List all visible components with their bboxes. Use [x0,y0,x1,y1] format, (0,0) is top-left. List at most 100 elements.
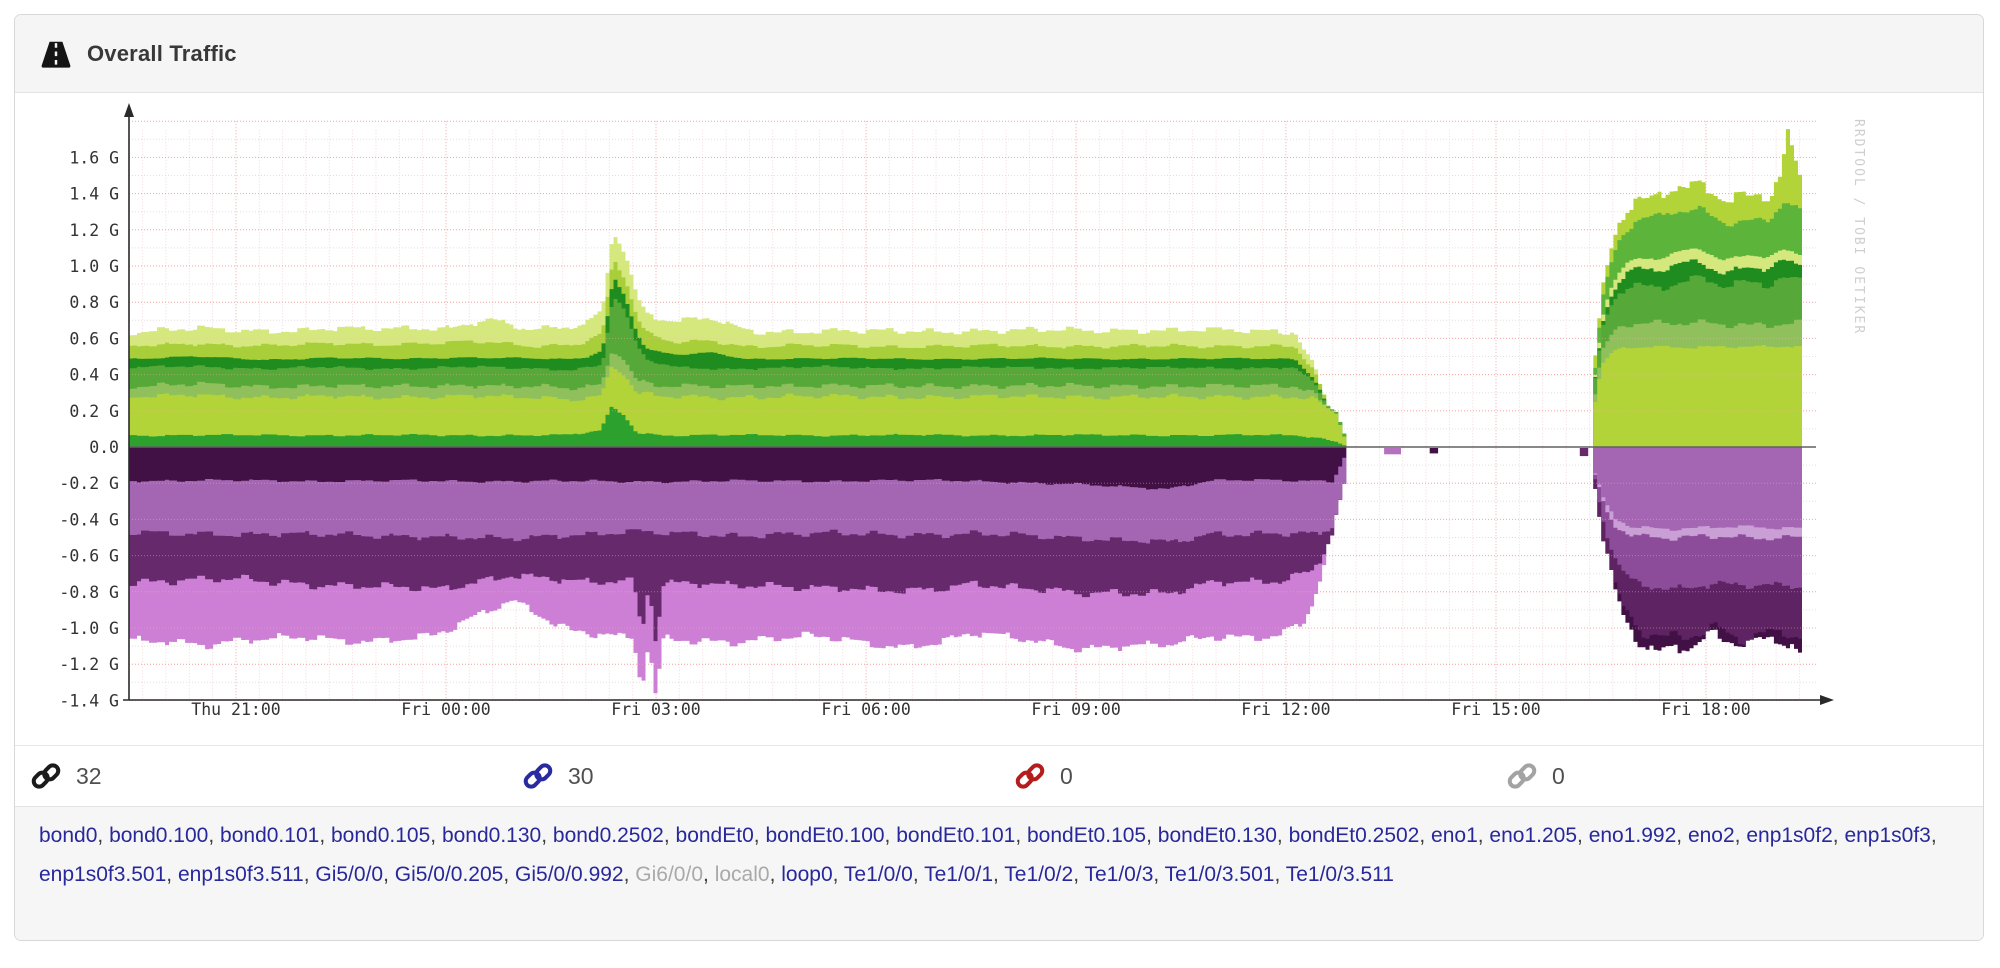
svg-text:0.8 G: 0.8 G [69,293,119,312]
rrdtool-watermark: RRDTOOL / TOBI OETIKER [1851,119,1866,335]
separator: , [1734,824,1747,847]
port-link[interactable]: Te1/0/2 [1004,863,1074,886]
ports-up-item: 30 [507,761,999,791]
chain-link-icon [1015,763,1045,789]
svg-text:-0.2 G: -0.2 G [59,474,119,493]
separator: , [1015,824,1027,847]
traffic-graph[interactable]: 1.6 G 1.4 G 1.2 G 1.0 G 0.8 G 0.6 G 0.4 G 0.2 G… [15,93,1983,745]
port-link[interactable]: loop0 [781,863,833,886]
port-link[interactable]: bond0.101 [220,824,320,847]
separator: , [769,863,782,886]
svg-text:-0.6 G: -0.6 G [59,547,119,566]
svg-text:-0.4 G: -0.4 G [59,510,119,529]
ports-status-bar: 32 30 0 0 [15,745,1983,806]
port-link[interactable]: enp1s0f3.501 [39,863,167,886]
port-link[interactable]: Gi5/0/0.992 [515,863,624,886]
svg-text:Fri 09:00: Fri 09:00 [1031,700,1120,719]
separator: , [208,824,221,847]
chain-link-icon [31,763,61,789]
chain-link-icon [1507,763,1537,789]
svg-text:1.4 G: 1.4 G [69,185,119,204]
separator: , [1146,824,1158,847]
port-link[interactable]: bondEt0 [675,824,754,847]
svg-text:1.0 G: 1.0 G [69,257,119,276]
axes [123,103,1834,705]
svg-text:Fri 03:00: Fri 03:00 [611,700,700,719]
port-link[interactable]: Gi5/0/0 [315,863,384,886]
svg-text:0.6 G: 0.6 G [69,329,119,348]
port-link[interactable]: bondEt0.100 [765,824,885,847]
port-link[interactable]: bond0 [39,824,98,847]
separator: , [623,863,636,886]
port-link[interactable]: eno1.205 [1489,824,1578,847]
ports-down-item: 0 [999,761,1491,791]
port-link[interactable]: Gi5/0/0.205 [394,863,504,886]
port-link[interactable]: bond0.2502 [552,824,664,847]
separator: , [1419,824,1432,847]
separator: , [383,863,395,886]
separator: , [1577,824,1589,847]
port-link[interactable]: bondEt0.2502 [1288,824,1420,847]
separator: , [97,824,110,847]
svg-text:0.0: 0.0 [89,438,119,457]
x-axis-labels: Thu 21:00 Fri 00:00 Fri 03:00 Fri 06:00 Fri … [191,700,1750,719]
separator: , [1832,824,1845,847]
port-link[interactable]: bond0.105 [330,824,431,847]
separator: , [1930,824,1937,847]
svg-text:Fri 06:00: Fri 06:00 [821,700,910,719]
svg-text:Fri 15:00: Fri 15:00 [1451,700,1540,719]
port-link[interactable]: eno1.992 [1588,824,1677,847]
port-link[interactable]: bondEt0.105 [1027,824,1147,847]
separator: , [1274,863,1286,886]
port-link[interactable]: eno2 [1687,824,1735,847]
svg-text:-0.8 G: -0.8 G [59,583,119,602]
ports-total-count[interactable]: 32 [76,762,102,789]
separator: , [1276,824,1289,847]
port-link[interactable]: bondEt0.101 [896,824,1016,847]
separator: , [663,824,676,847]
separator: , [912,863,925,886]
port-link[interactable]: Te1/0/3 [1084,863,1154,886]
port-link[interactable]: enp1s0f2 [1746,824,1833,847]
panel-header: Overall Traffic [15,15,1983,93]
gap-marks [1384,448,1589,457]
separator: , [703,863,715,886]
separator: , [884,824,897,847]
port-link[interactable]: Te1/0/3.511 [1285,863,1394,886]
separator: , [993,863,1005,886]
separator: , [166,863,178,886]
port-link[interactable]: Te1/0/1 [924,863,993,886]
svg-text:Thu 21:00: Thu 21:00 [191,700,280,719]
port-link[interactable]: bondEt0.130 [1157,824,1277,847]
panel-title: Overall Traffic [87,40,237,66]
separator: , [430,824,442,847]
chain-link-icon [523,763,553,789]
separator: , [503,863,516,886]
overall-traffic-panel: Overall Traffic 1.6 G 1.4 G 1.2 G 1.0 G 0.8 … [14,14,1984,941]
separator: , [303,863,316,886]
svg-text:-1.0 G: -1.0 G [59,619,119,638]
separator: , [541,824,553,847]
port-link[interactable]: bond0.130 [441,824,542,847]
port-link[interactable]: eno1 [1431,824,1478,847]
separator: , [1477,824,1490,847]
ports-down-count[interactable]: 0 [1060,762,1073,789]
road-icon [41,41,71,68]
port-link[interactable]: local0 [714,863,770,886]
port-link[interactable]: Te1/0/3.501 [1164,863,1275,886]
svg-text:0.4 G: 0.4 G [69,366,119,385]
y-axis-labels: 1.6 G 1.4 G 1.2 G 1.0 G 0.8 G 0.6 G 0.4 G 0.2 G… [59,148,119,710]
port-link[interactable]: Te1/0/0 [843,863,913,886]
svg-text:-1.4 G: -1.4 G [59,691,119,710]
ports-up-count[interactable]: 30 [568,762,594,789]
port-link[interactable]: enp1s0f3.511 [177,863,304,886]
separator: , [753,824,766,847]
ports-total-item: 32 [15,761,507,791]
ports-ignored-count[interactable]: 0 [1552,762,1565,789]
svg-text:Fri 18:00: Fri 18:00 [1661,700,1750,719]
svg-text:Fri 12:00: Fri 12:00 [1241,700,1330,719]
port-link[interactable]: bond0.100 [109,824,209,847]
port-link[interactable]: Gi6/0/0 [635,863,704,886]
svg-text:1.6 G: 1.6 G [69,148,119,167]
port-link[interactable]: enp1s0f3 [1844,824,1931,847]
